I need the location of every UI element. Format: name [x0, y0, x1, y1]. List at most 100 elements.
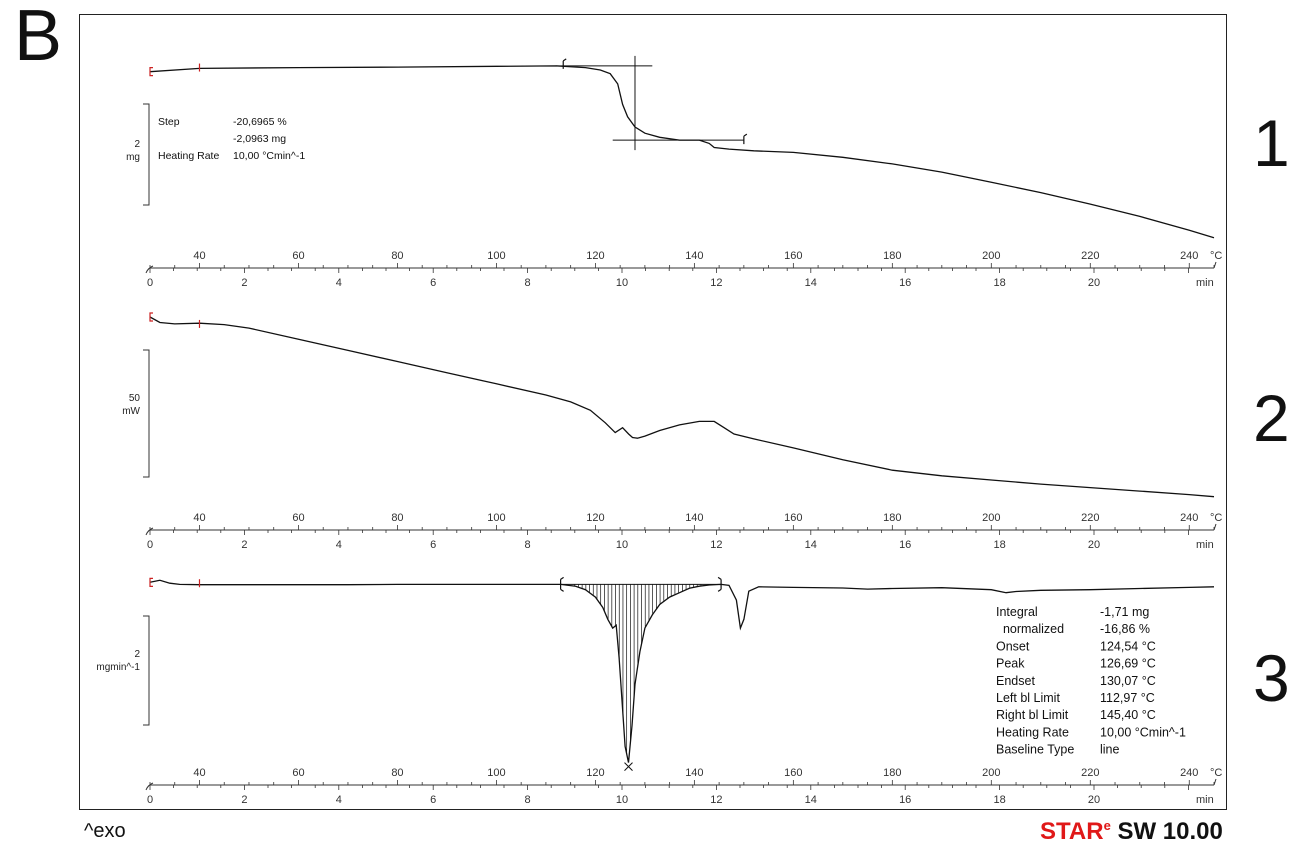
panel-letter: B — [14, 0, 63, 76]
time-tick-label: 18 — [993, 277, 1005, 289]
scale-bar-value: 2 — [134, 139, 140, 150]
temp-tick-label: 200 — [982, 512, 1000, 524]
temp-tick-label: 100 — [487, 512, 505, 524]
temp-unit-label: °C — [1210, 512, 1222, 524]
scale-bar-unit: mg — [126, 152, 140, 163]
temp-tick-label: 100 — [487, 250, 505, 262]
time-tick-label: 10 — [616, 794, 628, 806]
annotation-value: 112,97 °C — [1100, 691, 1155, 705]
annotation-value: line — [1100, 743, 1120, 757]
time-tick-label: 2 — [241, 539, 247, 551]
annotation-value: -1,71 mg — [1100, 605, 1149, 619]
curve-label-1: 1 — [1253, 106, 1290, 180]
time-tick-label: 10 — [616, 277, 628, 289]
temp-tick-label: 80 — [391, 512, 403, 524]
scale-bar — [143, 615, 150, 726]
annotation-label: Step — [158, 116, 180, 128]
annotation-value: 124,54 °C — [1100, 639, 1156, 653]
time-tick-label: 18 — [993, 539, 1005, 551]
temp-tick-label: 120 — [586, 512, 604, 524]
time-tick-label: 0 — [147, 539, 153, 551]
time-tick-label: 4 — [336, 539, 342, 551]
annotation-label: Heating Rate — [158, 150, 219, 162]
time-tick-label: 6 — [430, 277, 436, 289]
temp-unit-label: °C — [1210, 767, 1222, 779]
temp-tick-label: 180 — [883, 767, 901, 779]
time-tick-label: 4 — [336, 794, 342, 806]
temp-tick-label: 140 — [685, 512, 703, 524]
time-tick-label: 4 — [336, 277, 342, 289]
integral-right-limit — [717, 576, 722, 592]
annotation-value: 130,07 °C — [1100, 674, 1156, 688]
annotation-label: normalized — [996, 622, 1064, 636]
curve-label-3: 3 — [1253, 641, 1290, 715]
annotation-value: 126,69 °C — [1100, 657, 1156, 671]
time-tick-label: 12 — [710, 794, 722, 806]
time-tick-label: 2 — [241, 277, 247, 289]
annotation-label: Endset — [996, 674, 1035, 688]
time-tick-label: 8 — [525, 794, 531, 806]
temp-tick-label: 160 — [784, 767, 802, 779]
scale-bar-value: 2 — [134, 649, 140, 660]
temp-tick-label: 140 — [685, 767, 703, 779]
limit-marker-start — [149, 312, 153, 322]
limit-marker-start — [149, 577, 153, 587]
temp-tick-label: 120 — [586, 767, 604, 779]
time-unit-label: min — [1196, 277, 1214, 289]
temp-tick-label: 180 — [883, 512, 901, 524]
temp-tick-label: 80 — [391, 767, 403, 779]
scale-bar-unit: mW — [122, 406, 140, 417]
time-tick-label: 10 — [616, 539, 628, 551]
brand-e: e — [1103, 818, 1111, 833]
temp-tick-label: 60 — [292, 512, 304, 524]
temp-unit-label: °C — [1210, 250, 1222, 262]
curve-label-2: 2 — [1253, 381, 1290, 455]
temp-tick-label: 80 — [391, 250, 403, 262]
temp-tick-label: 200 — [982, 767, 1000, 779]
annotation-value: 10,00 °Cmin^-1 — [1100, 725, 1186, 739]
time-unit-label: min — [1196, 794, 1214, 806]
peak-marker — [624, 762, 633, 771]
time-tick-label: 14 — [805, 539, 817, 551]
exo-direction-label: ^exo — [84, 820, 126, 842]
temp-tick-label: 60 — [292, 250, 304, 262]
temp-tick-label: 240 — [1180, 767, 1198, 779]
time-tick-label: 16 — [899, 794, 911, 806]
time-tick-label: 20 — [1088, 539, 1100, 551]
chart-panel-1: 2 mg 40 60 80 100 120 140 160 180 200 220 240 °C 0 2 4 6 8… — [126, 55, 1222, 289]
annotation-value: -16,86 % — [1100, 622, 1150, 636]
temp-tick-label: 100 — [487, 767, 505, 779]
scale-bar-value: 50 — [129, 393, 141, 404]
temp-tick-label: 60 — [292, 767, 304, 779]
time-tick-label: 18 — [993, 794, 1005, 806]
plot-frame — [79, 14, 1227, 810]
annotation-label: Peak — [996, 657, 1025, 671]
annotation-label: Heating Rate — [996, 725, 1069, 739]
time-tick-label: 12 — [710, 277, 722, 289]
annotation-value: 10,00 °Cmin^-1 — [233, 150, 305, 162]
limit-marker-start — [149, 67, 153, 77]
scale-bar-unit: mgmin^-1 — [96, 662, 140, 673]
time-tick-label: 0 — [147, 277, 153, 289]
temp-tick-label: 220 — [1081, 767, 1099, 779]
annotation-label: Baseline Type — [996, 743, 1074, 757]
temp-tick-label: 40 — [193, 767, 205, 779]
scale-bar — [143, 349, 150, 478]
x-axis-start-hook — [145, 527, 154, 536]
chart-panel-3: 2 mgmin^-1 40 60 80 100 120 140 160 180 200 220 240 °… — [96, 576, 1222, 806]
x-axis-start-hook — [145, 265, 154, 274]
temp-tick-label: 240 — [1180, 512, 1198, 524]
temp-tick-label: 200 — [982, 250, 1000, 262]
time-unit-label: min — [1196, 539, 1214, 551]
time-tick-label: 8 — [525, 277, 531, 289]
series-line-1 — [149, 65, 1215, 239]
software-brand: STARe SW 10.00 — [1040, 818, 1223, 846]
temp-tick-label: 220 — [1081, 250, 1099, 262]
annotation-value: -2,0963 mg — [233, 133, 286, 145]
annotation-label: Integral — [996, 605, 1038, 619]
temp-tick-label: 160 — [784, 512, 802, 524]
time-tick-label: 16 — [899, 277, 911, 289]
time-tick-label: 12 — [710, 539, 722, 551]
annotation-label: Onset — [996, 639, 1030, 653]
annotation-value: -20,6965 % — [233, 116, 287, 128]
